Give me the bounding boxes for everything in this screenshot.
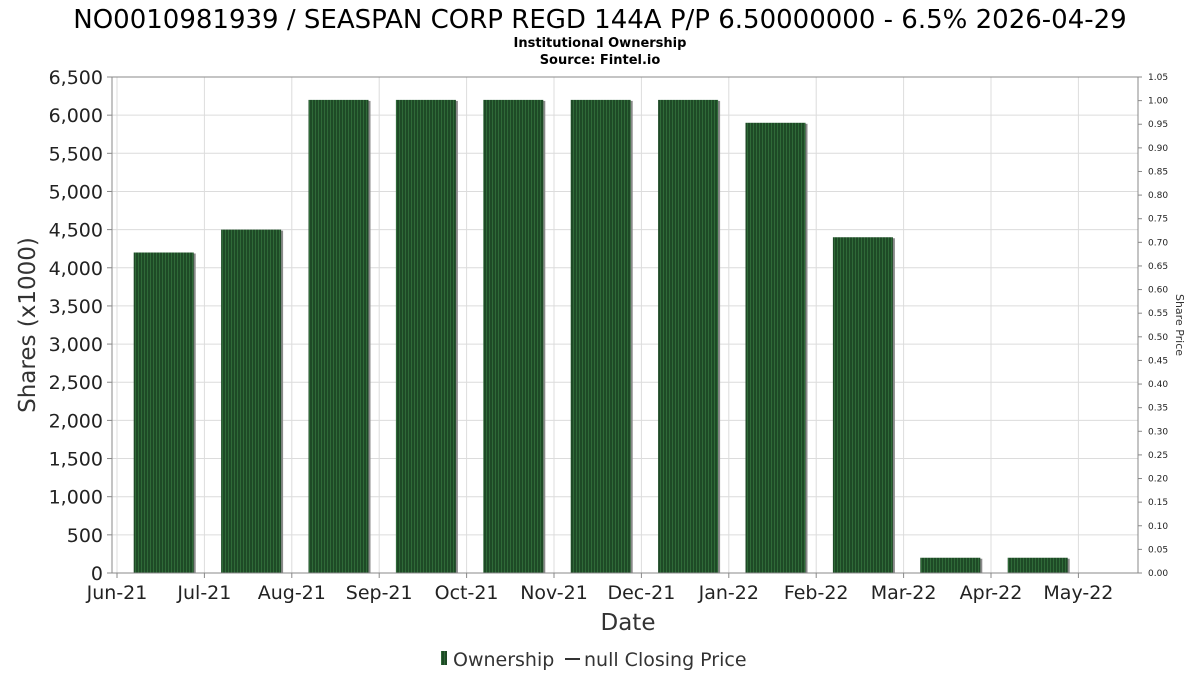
x-tick-label: Aug-21 <box>258 582 326 604</box>
y-right-tick-label: 0.65 <box>1148 262 1168 272</box>
y-right-tick-label: 1.05 <box>1148 73 1168 83</box>
x-tick-label: Mar-22 <box>871 582 937 604</box>
y-left-tick-label: 4,000 <box>49 258 103 280</box>
y-right-tick-label: 0.60 <box>1148 286 1168 296</box>
x-axis-label: Date <box>601 610 656 636</box>
y-axis-label: Shares (x1000) <box>15 237 41 413</box>
y-right-tick-label: 0.50 <box>1148 333 1168 343</box>
y-right-tick-label: 0.90 <box>1148 144 1168 154</box>
y-right-tick-label: 0.05 <box>1148 545 1168 555</box>
bar-ownership-May-22 <box>1007 557 1068 573</box>
bar-ownership-Jul-21 <box>133 252 194 573</box>
x-tick-label: Jul-21 <box>176 582 231 604</box>
legend: Ownership null Closing Price <box>441 649 747 671</box>
y-right-tick-label: 0.45 <box>1148 356 1168 366</box>
bar-ownership-Apr-22 <box>920 557 981 573</box>
y-right-tick-label: 0.75 <box>1148 215 1168 225</box>
x-tick-label: May-22 <box>1043 582 1113 604</box>
x-tick-label: Oct-21 <box>435 582 499 604</box>
bar-ownership-Aug-21 <box>221 229 282 573</box>
bar-ownership-Jan-22 <box>658 99 719 574</box>
chart-title: NO0010981939 / SEASPAN CORP REGD 144A P/… <box>73 5 1126 35</box>
x-tick-label: Dec-21 <box>607 582 675 604</box>
y-right-tick-label: 0.15 <box>1148 498 1168 508</box>
x-tick-label: Nov-21 <box>520 582 588 604</box>
y-left-tick-label: 5,500 <box>49 143 103 165</box>
chart-subtitle-ownership: Institutional Ownership <box>514 36 687 51</box>
y-left-tick-label: 500 <box>67 525 103 547</box>
y-left-tick-label: 2,500 <box>49 372 103 394</box>
y-right-tick-label: 1.00 <box>1148 97 1168 107</box>
bar-ownership-Oct-21 <box>395 99 456 574</box>
y-left-tick-label: 1,000 <box>49 487 103 509</box>
y-axis-right-label: Share Price <box>1173 294 1186 356</box>
x-tick-label: Feb-22 <box>784 582 849 604</box>
y-right-tick-label: 0.00 <box>1148 569 1168 579</box>
y-right-tick-label: 0.95 <box>1148 120 1168 130</box>
legend-ownership-swatch <box>441 651 447 665</box>
y-left-tick-label: 0 <box>91 563 103 585</box>
y-right-tick-label: 0.35 <box>1148 404 1168 414</box>
x-tick-label: Sep-21 <box>346 582 413 604</box>
y-axis-right-ticks: 0.00 0.05 0.10 0.15 0.20 0.25 0.30 0.35 0.40 0.45… <box>1138 73 1168 579</box>
bars-group <box>133 99 1070 574</box>
y-right-tick-label: 0.25 <box>1148 451 1168 461</box>
y-left-tick-label: 3,500 <box>49 296 103 318</box>
y-left-tick-label: 6,000 <box>49 105 103 127</box>
legend-price-label: null Closing Price <box>584 649 747 671</box>
legend-ownership-label: Ownership <box>453 649 554 671</box>
bar-ownership-Sep-21 <box>308 99 369 574</box>
y-right-tick-label: 0.55 <box>1148 309 1168 319</box>
y-left-tick-label: 3,000 <box>49 334 103 356</box>
y-axis-left-ticks: 0 500 1,000 1,500 2,000 2,500 3,000 3,500 4,000 4… <box>49 67 112 585</box>
y-left-tick-label: 1,500 <box>49 449 103 471</box>
x-tick-label: Jan-22 <box>698 582 759 604</box>
y-left-tick-label: 2,000 <box>49 410 103 432</box>
y-left-tick-label: 5,000 <box>49 181 103 203</box>
y-right-tick-label: 0.30 <box>1148 427 1168 437</box>
bar-ownership-Dec-21 <box>570 99 631 574</box>
y-left-tick-label: 4,500 <box>49 220 103 242</box>
x-tick-label: Jun-21 <box>86 582 148 604</box>
y-left-tick-label: 6,500 <box>49 67 103 89</box>
y-right-tick-label: 0.70 <box>1148 238 1168 248</box>
bar-ownership-Feb-22 <box>745 122 806 574</box>
bar-ownership-Mar-22 <box>832 237 893 573</box>
chart-subtitle-source: Source: Fintel.io <box>540 53 661 68</box>
y-right-tick-label: 0.40 <box>1148 380 1168 390</box>
y-right-tick-label: 0.10 <box>1148 522 1168 532</box>
y-right-tick-label: 0.85 <box>1148 167 1168 177</box>
plot-frame <box>111 76 1139 574</box>
bar-ownership-Nov-21 <box>483 99 544 574</box>
x-tick-label: Apr-22 <box>960 582 1023 604</box>
y-right-tick-label: 0.20 <box>1148 475 1168 485</box>
y-right-tick-label: 0.80 <box>1148 191 1168 201</box>
x-axis-ticks: Jun-21 Jul-21 Aug-21 Sep-21 Oct-21 Nov-21 Dec-… <box>86 573 1113 604</box>
